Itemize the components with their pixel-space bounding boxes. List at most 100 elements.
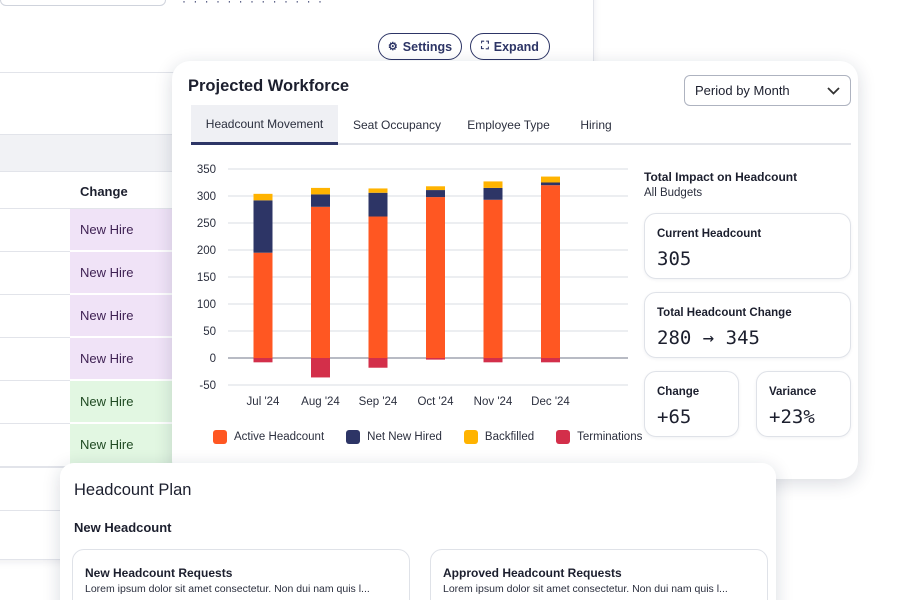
bar-segment-terminations [368,358,388,368]
tab-hiring[interactable]: Hiring [571,105,621,145]
stat-value: +65 [657,406,692,428]
legend-swatch [463,430,478,444]
tab-label: Headcount Movement [205,116,324,131]
bar-segment-net-new-hired [311,194,330,207]
bar-segment-active-headcount [426,197,445,358]
bar-segment-backfilled [368,188,388,193]
bar-segment-backfilled [426,186,445,191]
bar-segment-backfilled [253,193,273,201]
chart-canvas: 350 300 250 200 150 100 50 0 -50 Jul '24 Aug '24 Se… [197,164,628,408]
request-card-text: Lorem ipsum dolor sit amet consectetur. … [85,583,370,595]
change-cell: New Hire [70,424,180,466]
legend-item-net-new-hired[interactable]: Net New Hired [346,430,442,444]
x-tick-label: Oct '24 [417,396,454,408]
new-headcount-requests-card[interactable]: New Headcount Requests Lorem ipsum dolor… [72,549,410,600]
total-headcount-change-card: Total Headcount Change 280 → 345 [644,292,851,358]
stat-label: Change [657,386,700,398]
tab-employee-type[interactable]: Employee Type [461,105,556,145]
stat-value: 305 [657,248,692,270]
y-tick-label: 50 [203,326,216,338]
bar-segment-terminations [541,358,560,363]
change-cell: New Hire [70,252,180,294]
bar-segment-net-new-hired [426,190,445,198]
x-tick-label: Nov '24 [474,396,513,408]
approved-headcount-requests-card[interactable]: Approved Headcount Requests Lorem ipsum … [430,549,768,600]
current-headcount-card: Current Headcount 305 [644,213,851,279]
y-tick-label: 350 [197,164,216,176]
bar-segment-backfilled [311,187,330,195]
tab-label: Seat Occupancy [352,118,442,132]
period-select-value: Period by Month [695,83,790,98]
bar-segment-backfilled [483,181,503,188]
legend-label: Backfilled [484,431,535,443]
card-title: Headcount Plan [74,481,192,499]
x-tick-label: Dec '24 [531,396,570,408]
tabs-underline [191,143,851,145]
y-tick-label: 100 [197,299,216,311]
legend-item-terminations[interactable]: Terminations [556,430,642,444]
legend-label: Terminations [577,431,643,443]
settings-button[interactable]: ⚙ Settings [378,33,462,60]
stat-label: Variance [769,386,817,398]
tab-label: Hiring [580,118,612,132]
legend-label: Active Headcount [234,431,325,443]
bar-segment-backfilled [541,176,560,183]
legend-item-backfilled[interactable]: Backfilled [463,430,535,444]
bar-segment-active-headcount [311,206,330,358]
bar-segment-net-new-hired [253,200,273,253]
legend-swatch [556,430,571,444]
tab-seat-occupancy[interactable]: Seat Occupancy [347,105,447,145]
change-cell: New Hire [70,209,180,251]
stat-label: Total Headcount Change [657,307,792,319]
variance-card: Variance +23% [756,371,851,437]
request-card-text: Lorem ipsum dolor sit amet consectetur. … [443,583,728,595]
change-card: Change +65 [644,371,739,437]
background-search-field[interactable] [0,0,166,6]
period-select[interactable]: Period by Month [684,75,851,106]
tab-headcount-movement[interactable]: Headcount Movement [191,105,338,145]
row-divider [0,466,70,467]
change-cell: New Hire [70,381,180,423]
bar-segment-net-new-hired [541,182,560,186]
legend-item-active-headcount[interactable]: Active Headcount [213,430,324,444]
x-tick-label: Aug '24 [301,396,340,408]
tab-label: Employee Type [467,118,550,132]
legend-label: Net New Hired [367,431,442,443]
section-title: New Headcount [74,520,172,535]
y-tick-label: 300 [197,191,216,203]
stat-value: +23% [769,406,815,428]
row-divider [0,251,70,252]
change-cell: New Hire [70,338,180,380]
expand-button-label: Expand [493,39,539,54]
bar-segment-active-headcount [483,199,503,358]
y-tick-label: 200 [197,245,216,257]
bar-segment-terminations [253,358,273,363]
settings-button-label: Settings [402,39,453,54]
bar-segment-terminations [311,358,330,378]
y-tick-label: 0 [210,353,216,365]
gear-icon: ⚙ [387,41,398,53]
stat-value: 280 → 345 [657,327,760,349]
request-card-title: New Headcount Requests [85,566,233,580]
y-tick-label: 150 [197,272,216,284]
row-divider [0,337,70,338]
card-title: Projected Workforce [188,77,350,95]
bar-segment-active-headcount [368,216,388,358]
y-tick-label: -50 [199,380,216,392]
headcount-movement-chart: 350 300 250 200 150 100 50 0 -50 Jul '24 Aug '24 Se… [172,151,632,451]
row-divider [0,423,70,424]
projected-workforce-card: Projected Workforce Period by Month Head… [172,61,858,479]
column-header-change: Change [80,184,128,199]
x-tick-label: Sep '24 [359,396,398,408]
impact-subtitle: All Budgets [644,187,703,199]
x-tick-label: Jul '24 [247,396,280,408]
y-tick-label: 250 [197,218,216,230]
background-toolbar-links: · · · · · · · · · · · · · [182,0,324,8]
stat-label: Current Headcount [657,228,762,240]
impact-title: Total Impact on Headcount [644,170,798,184]
change-cell: New Hire [70,295,180,337]
bar-segment-terminations [483,358,503,363]
bar-segment-active-headcount [253,252,273,358]
row-divider [0,380,70,381]
expand-button[interactable]: ⛶ Expand [470,33,550,60]
